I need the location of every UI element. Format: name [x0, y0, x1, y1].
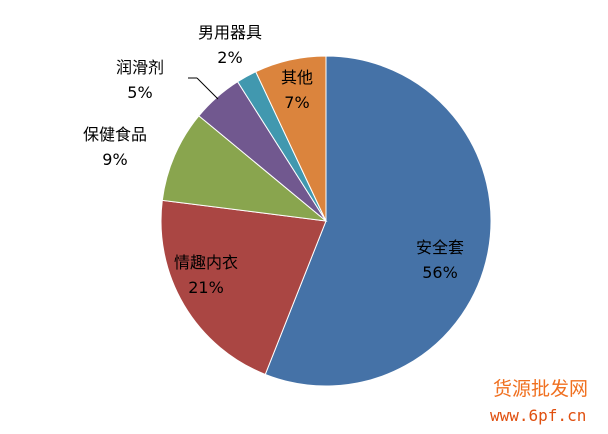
slice-value-label: 5% [127, 83, 152, 102]
slice-value-label: 56% [422, 263, 458, 282]
slice-value-label: 2% [217, 48, 242, 67]
slice-value-label: 9% [102, 150, 127, 169]
slice-label: 安全套 [416, 238, 464, 257]
slice-value-label: 21% [188, 278, 224, 297]
slice-label: 情趣内衣 [174, 253, 238, 272]
pie-slice-5 [255, 55, 327, 222]
watermark-name: 货源批发网 [493, 378, 588, 400]
watermark-url: www.6pf.cn [490, 406, 586, 425]
slice-label: 男用器具 [198, 23, 262, 42]
slice-label: 其他 [281, 68, 313, 87]
leader-line-lubricant [196, 77, 219, 100]
pie-slice-1 [160, 199, 327, 376]
slice-value-label: 7% [284, 93, 309, 112]
pie-slice-0 [264, 55, 492, 387]
pie-slice-2 [161, 115, 328, 222]
slice-label: 润滑剂 [116, 58, 164, 77]
slice-label: 保健食品 [83, 125, 147, 144]
